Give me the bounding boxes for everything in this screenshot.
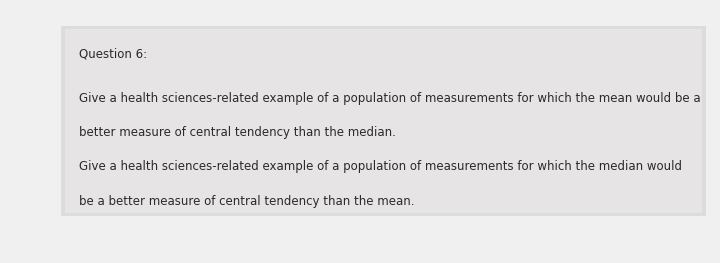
Text: better measure of central tendency than the median.: better measure of central tendency than … (79, 126, 396, 139)
Text: Give a health sciences-related example of a population of measurements for which: Give a health sciences-related example o… (79, 160, 683, 173)
Bar (65, 29, 702, 213)
Bar (61, 26, 706, 216)
Text: Question 6:: Question 6: (79, 47, 148, 60)
Text: be a better measure of central tendency than the mean.: be a better measure of central tendency … (79, 195, 415, 208)
Text: Give a health sciences-related example of a population of measurements for which: Give a health sciences-related example o… (79, 92, 701, 105)
